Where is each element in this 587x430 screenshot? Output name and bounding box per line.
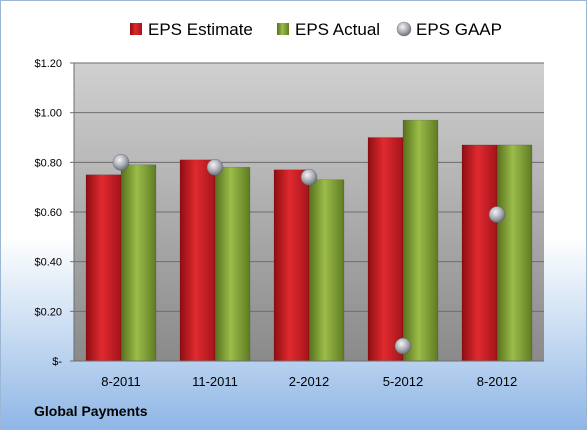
- y-tick-label: $0.40: [34, 257, 62, 269]
- bar-eps-actual: [496, 144, 533, 362]
- y-tick-label: $1.20: [34, 58, 62, 70]
- x-tick-label: 2-2012: [289, 374, 329, 389]
- bar-eps-estimate: [85, 174, 122, 362]
- x-tick-label: 8-2011: [101, 374, 141, 389]
- legend-label: EPS Estimate: [148, 20, 253, 39]
- legend-swatch: [277, 23, 289, 35]
- bar-eps-estimate: [273, 169, 310, 362]
- marker-eps-gaap: [206, 159, 224, 176]
- bar-eps-actual: [120, 164, 157, 362]
- legend-label: EPS Actual: [295, 20, 380, 39]
- y-tick-label: $-: [52, 356, 62, 368]
- y-tick-label: $0.60: [34, 207, 62, 219]
- y-tick-label: $0.20: [34, 306, 62, 318]
- y-tick-label: $0.80: [34, 157, 62, 169]
- bar-eps-estimate: [461, 144, 498, 362]
- bar-eps-estimate: [179, 159, 216, 362]
- legend-swatch: [130, 23, 142, 35]
- marker-eps-gaap: [300, 168, 318, 186]
- legend-label: EPS GAAP: [416, 20, 502, 39]
- bar-eps-actual: [402, 119, 439, 362]
- legend-swatch: [396, 21, 412, 37]
- bar-eps-estimate: [367, 137, 404, 362]
- x-tick-label: 11-2011: [192, 374, 238, 389]
- marker-eps-gaap: [488, 206, 506, 223]
- marker-eps-gaap: [394, 337, 412, 355]
- x-tick-label: 8-2012: [477, 374, 517, 389]
- bar-eps-actual: [214, 167, 251, 362]
- marker-eps-gaap: [112, 154, 130, 171]
- x-tick-label: 5-2012: [383, 374, 423, 389]
- y-tick-label: $1.00: [34, 108, 62, 120]
- company-label: Global Payments: [34, 403, 148, 419]
- bar-eps-actual: [308, 179, 345, 362]
